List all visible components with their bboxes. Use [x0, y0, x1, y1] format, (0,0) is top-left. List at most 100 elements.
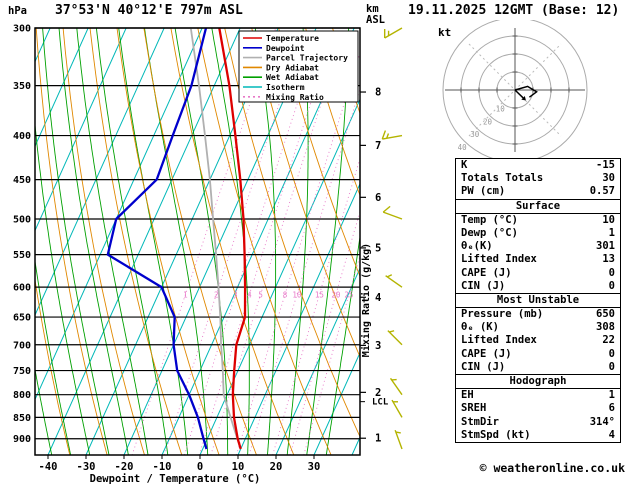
sounding-curves: [106, 28, 247, 450]
legend-label: Mixing Ratio: [266, 92, 324, 102]
mixing-ratio-axis-label: Mixing Ratio (g/kg): [360, 243, 372, 357]
panel-row: CIN (J) 0: [456, 280, 620, 293]
panel-row: Pressure (mb) 650: [456, 308, 620, 321]
mixing-ratio-value: 20: [331, 291, 341, 300]
isotherm-lines: [35, 28, 360, 455]
panel-row-value: 301: [596, 240, 615, 253]
station-title: 37°53'N 40°12'E 797m ASL: [55, 3, 243, 18]
panel-row-value: 10: [602, 213, 615, 226]
temperature-curve: [218, 28, 247, 450]
legend-label: Isotherm: [266, 83, 305, 92]
panel-row-value: -15: [596, 159, 615, 171]
pressure-label: 650: [13, 313, 31, 324]
x-axis-title: Dewpoint / Temperature (°C): [90, 473, 261, 485]
pressure-label: 300: [13, 24, 31, 35]
km-tick-label: 1: [375, 433, 381, 445]
panel-row-label: Lifted Index: [461, 334, 537, 347]
legend-label: Wet Adiabat: [266, 72, 319, 82]
pressure-label: 900: [13, 434, 31, 445]
copyright: © weatheronline.co.uk: [479, 461, 625, 475]
pressure-label: 350: [13, 81, 31, 92]
km-tick-label: 2: [375, 387, 381, 399]
km-tick-label: 5: [375, 242, 381, 254]
hodograph-ring-label: 30: [470, 130, 480, 139]
datetime-title: 19.11.2025 12GMT (Base: 12): [408, 3, 620, 18]
km-tick-label: 4: [375, 292, 381, 304]
pressure-label: 550: [13, 250, 31, 261]
panel-row-value: 0: [608, 347, 615, 360]
panel-row-value: 0: [608, 360, 615, 373]
hodograph-ring: [442, 20, 588, 160]
panel-section-title: Surface: [456, 198, 620, 214]
temperature-axis: -40 -30 -20 -10 0 10 20 30 Dewpoint / Temperatur…: [39, 455, 320, 485]
panel-row: θₑ(K) 301: [456, 240, 620, 253]
temp-tick-label: 10: [232, 461, 245, 473]
km-tick-label: 6: [375, 192, 381, 204]
indices-panel: K -15 Totals Totals 30 PW (cm) 0.57 Surface Tem…: [455, 158, 621, 443]
panel-row-value: 1: [608, 389, 615, 402]
dewpoint-curve: [106, 28, 208, 450]
mixing-ratio-value: 4: [247, 291, 252, 300]
panel-row-value: 308: [596, 321, 615, 334]
legend-label: Dewpoint: [266, 43, 305, 53]
hodograph-unit-label: kt: [438, 26, 451, 39]
temp-tick-label: 0: [197, 461, 203, 473]
mixing-ratio-value: 25: [344, 291, 353, 300]
asl-unit-label: ASL: [366, 14, 385, 26]
pressure-label: 450: [13, 175, 31, 186]
panel-row-label: Totals Totals: [461, 172, 544, 185]
panel-row: Lifted Index 22: [456, 334, 620, 347]
panel-row-label: CIN (J): [461, 360, 506, 373]
km-tick-label: 8: [375, 87, 381, 99]
panel-row-label: θₑ (K): [461, 321, 499, 334]
panel-row-label: Dewp (°C): [461, 226, 518, 239]
panel-row-label: SREH: [461, 402, 487, 415]
hodograph-trace: [514, 85, 538, 98]
temp-tick-label: -10: [153, 461, 172, 473]
panel-row: StmDir 314°: [456, 416, 620, 429]
panel-row: θₑ (K) 308: [456, 321, 620, 334]
panel-row-label: K: [461, 159, 468, 171]
legend-label: Temperature: [266, 34, 319, 43]
panel-row-value: 4: [608, 428, 615, 441]
pressure-label: 500: [13, 214, 31, 225]
temp-tick-label: -40: [39, 461, 58, 473]
mixing-ratio-value: 3: [233, 291, 238, 300]
panel-section-title: Hodograph: [456, 374, 620, 390]
storm-motion-arrow: [514, 89, 524, 99]
pressure-label: 750: [13, 366, 31, 377]
panel-row-value: 650: [596, 308, 615, 321]
panel-row-value: 30: [602, 172, 615, 185]
plot-border: [34, 27, 361, 456]
parcel-trajectory-curve: [189, 28, 242, 450]
panel-row: CAPE (J) 0: [456, 267, 620, 280]
panel-row: SREH 6: [456, 402, 620, 415]
temp-tick-label: 20: [270, 461, 283, 473]
pressure-label: 400: [13, 131, 31, 142]
legend-label: Parcel Trajectory: [266, 53, 348, 63]
mixing-ratio-value: 5: [258, 291, 263, 300]
panel-row: K -15: [456, 159, 620, 172]
panel-row-label: Lifted Index: [461, 253, 537, 266]
panel-row-label: StmSpd (kt): [461, 428, 531, 441]
km-unit-label: km: [366, 3, 379, 15]
panel-row-value: 314°: [589, 415, 615, 428]
pressure-label: 700: [13, 340, 31, 351]
panel-row-value: 22: [602, 334, 615, 347]
panel-row: CIN (J) 0: [456, 361, 620, 374]
legend-label: Dry Adiabat: [266, 62, 319, 72]
mixing-ratio-value: 2: [214, 291, 219, 300]
panel-row: Temp (°C) 10: [456, 214, 620, 227]
panel-row-label: StmDir: [461, 415, 499, 428]
mixing-ratio-lines: 1 2 3 4 5 8 10 15 20 25: [131, 28, 360, 455]
pressure-label: 850: [13, 413, 31, 424]
storm-motion-arrowhead: [521, 95, 526, 101]
temp-tick-label: -20: [115, 461, 134, 473]
km-tick-label: 7: [375, 140, 381, 152]
panel-row: Totals Totals 30: [456, 172, 620, 185]
dry-adiabat-lines: [35, 28, 360, 455]
